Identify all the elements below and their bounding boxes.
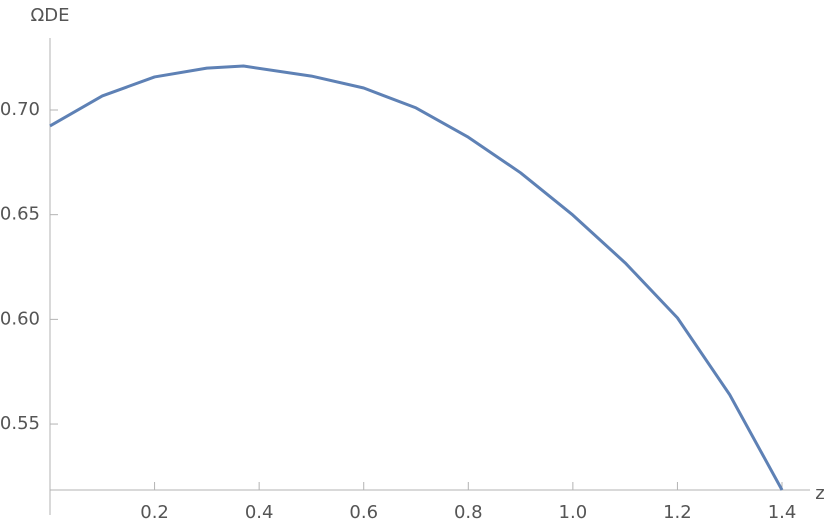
- y-axis-label: ΩDE: [31, 5, 70, 26]
- x-tick-label: 0.8: [454, 502, 483, 523]
- x-axis-label: z: [815, 483, 824, 504]
- x-tick-label: 1.4: [768, 502, 797, 523]
- x-tick-label: 0.2: [140, 502, 169, 523]
- x-tick-label: 0.6: [349, 502, 378, 523]
- y-tick-label: 0.55: [0, 413, 40, 434]
- line: [49, 64, 784, 491]
- y-tick-label: 0.60: [0, 308, 40, 329]
- x-tick-label: 0.4: [245, 502, 274, 523]
- x-tick-label: 1.2: [663, 502, 692, 523]
- y-tick-label: 0.70: [0, 99, 40, 120]
- y-tick-label: 0.65: [0, 204, 40, 225]
- x-tick-label: 1.0: [559, 502, 588, 523]
